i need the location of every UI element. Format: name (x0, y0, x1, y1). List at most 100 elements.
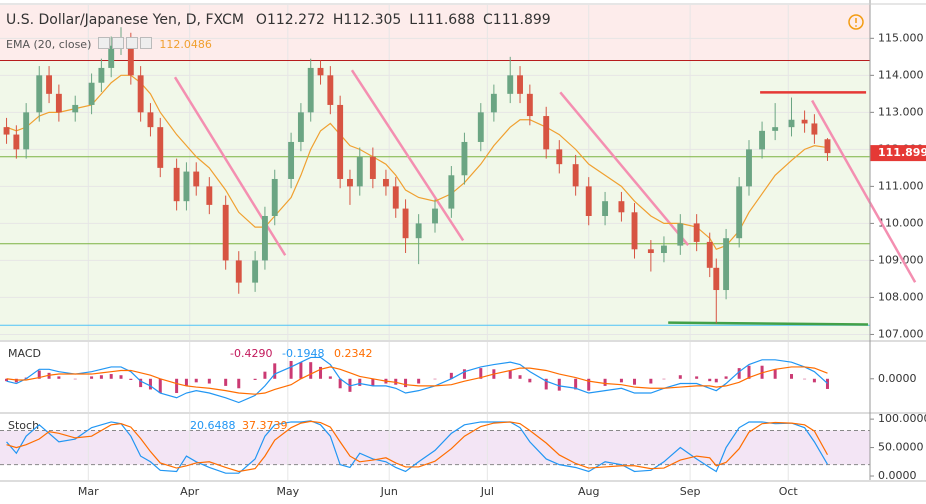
histogram-bar (449, 372, 453, 379)
histogram-bar (273, 363, 277, 379)
legend-value: -0.1948 (282, 347, 324, 360)
candle-body (382, 178, 389, 187)
ema-legend: EMA (20, close) 112.0486 (6, 37, 212, 51)
candle-body (222, 204, 229, 261)
candle-body (585, 186, 592, 216)
y-tick-label: 108.000 (878, 290, 924, 303)
candle-body (252, 260, 259, 283)
candle-body (206, 186, 213, 205)
candle-body (288, 141, 295, 179)
indicator-line (6, 356, 828, 404)
histogram-bar (57, 376, 61, 379)
histogram-bar (587, 378, 591, 391)
histogram-bar (207, 378, 211, 384)
histogram-bar (224, 378, 228, 386)
candle-body (693, 223, 700, 242)
candle-body (98, 67, 105, 83)
legend-icon[interactable] (112, 37, 125, 49)
candle-body (235, 260, 242, 283)
histogram-bar (462, 369, 466, 379)
ema-title: EMA (20, close) (6, 38, 92, 51)
candle-body (788, 119, 795, 128)
histogram-bar (773, 369, 777, 379)
candle-body (746, 149, 752, 187)
y-tick-label: 115.000 (878, 31, 924, 44)
panel-title: MACD (8, 347, 41, 360)
histogram-bar (73, 378, 77, 380)
candle-body (183, 171, 190, 202)
candle-body (526, 93, 533, 117)
candle-body (356, 156, 363, 187)
price-tag-label: 111.899 (878, 146, 926, 159)
candle-body (723, 238, 730, 291)
histogram-bar (129, 378, 133, 380)
histogram-bar (544, 378, 548, 390)
candle-body (369, 156, 376, 179)
histogram-bar (825, 378, 829, 389)
candle-body (297, 112, 304, 142)
ohlc-value: 111.688 (417, 12, 476, 28)
candle-body (337, 104, 344, 179)
histogram-bar (338, 378, 342, 389)
histogram-bar (109, 374, 113, 379)
histogram-bar (158, 378, 162, 394)
histogram-bar (508, 370, 512, 379)
x-tick-label: Oct (779, 485, 799, 498)
candle-body (317, 67, 324, 76)
histogram-bar (319, 366, 323, 379)
candle-body (261, 215, 268, 261)
legend-icon[interactable] (126, 37, 139, 49)
candle-body (772, 127, 779, 131)
legend-value: -0.4290 (230, 347, 272, 360)
trend-line (811, 99, 917, 283)
candle-body (127, 42, 134, 76)
histogram-bar (253, 378, 257, 380)
legend-icon[interactable] (98, 37, 111, 49)
candle-body (55, 93, 62, 113)
candle-body (88, 82, 95, 105)
histogram-bar (433, 378, 437, 380)
candle-body (759, 130, 766, 150)
histogram-bar (5, 378, 9, 382)
legend-value: 37.3739 (242, 419, 288, 432)
candle-body (677, 223, 684, 246)
histogram-bar (358, 378, 362, 386)
candle-body (173, 167, 180, 202)
histogram-bar (737, 368, 741, 379)
indicator-line (6, 420, 829, 473)
y-tick-label: 110.000 (878, 216, 924, 229)
candle-body (461, 141, 468, 176)
histogram-bar (184, 378, 188, 386)
candle-body (193, 171, 200, 187)
y-tick-label: 100.0000 (878, 412, 926, 425)
candle-body (811, 123, 818, 135)
histogram-bar (528, 378, 532, 383)
histogram-bar (417, 378, 421, 384)
warning-icon[interactable] (848, 14, 864, 30)
histogram-bar (119, 375, 123, 379)
ohlc-prefix: L (409, 12, 418, 28)
candle-body (824, 139, 831, 154)
histogram-bar (90, 376, 94, 379)
x-tick-label: Aug (578, 485, 599, 498)
histogram-bar (139, 378, 143, 388)
candle-body (46, 75, 53, 94)
candle-body (713, 267, 720, 291)
candle-body (572, 164, 579, 187)
histogram-bar (175, 378, 179, 394)
candle-body (147, 112, 154, 128)
histogram-bar (603, 378, 607, 386)
y-tick-label: 114.000 (878, 68, 924, 81)
histogram-bar (194, 378, 198, 383)
candle-body (432, 208, 438, 224)
candle-body (415, 223, 422, 239)
histogram-bar (803, 378, 807, 380)
histogram-bar (99, 375, 103, 379)
candle-body (72, 104, 79, 113)
legend-icon[interactable] (140, 37, 153, 49)
histogram-bar (714, 378, 718, 383)
candle-body (3, 127, 10, 135)
candle-body (157, 127, 164, 168)
candle-body (706, 241, 713, 268)
